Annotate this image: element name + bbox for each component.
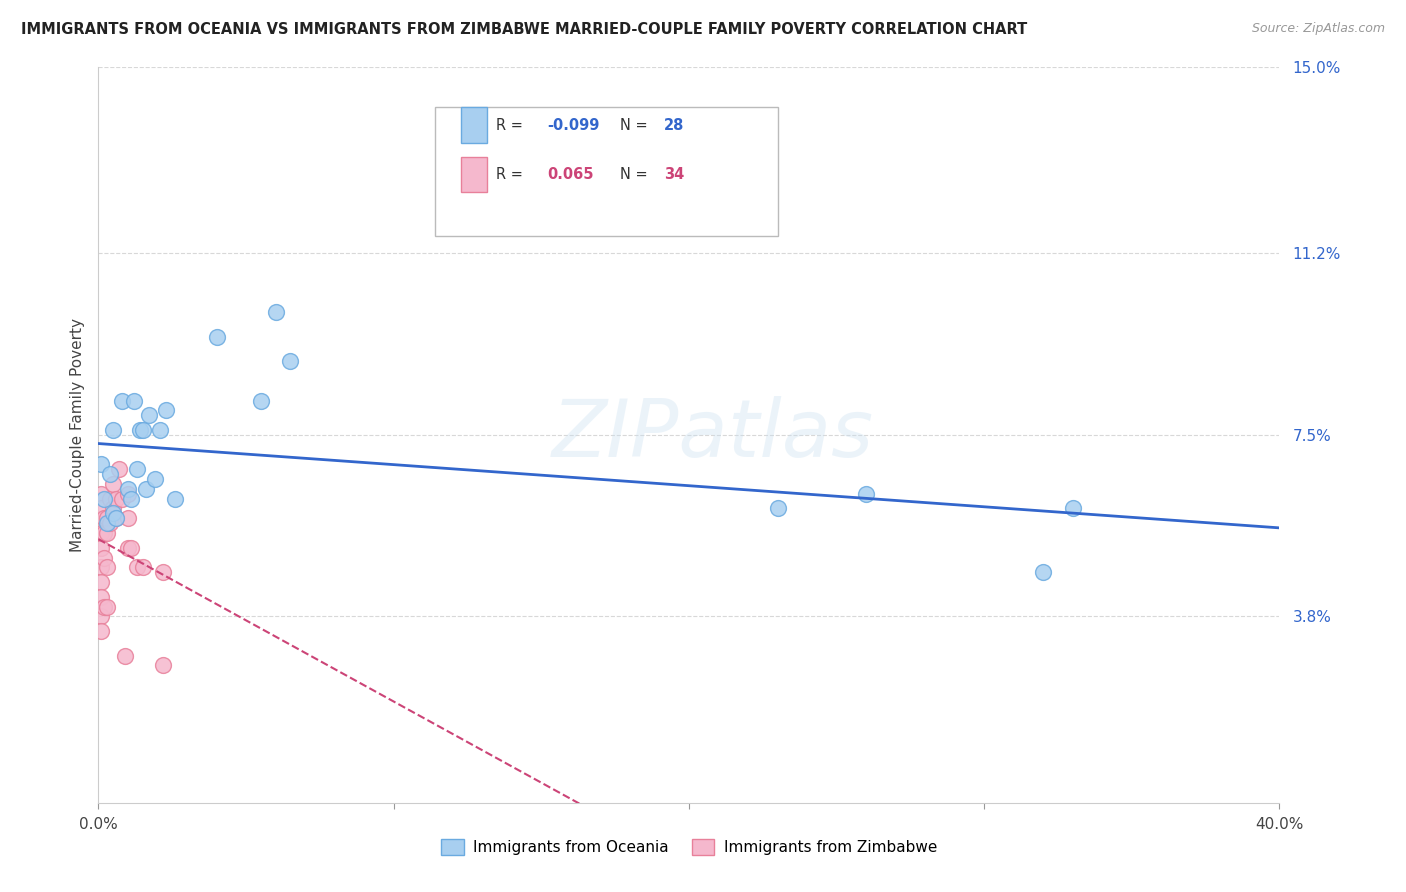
Point [105, 511, 128, 525]
Point [111, 393, 134, 408]
Point [96, 511, 118, 525]
Point [90, 624, 112, 639]
Text: -0.099: -0.099 [547, 118, 599, 133]
Text: 0.065: 0.065 [547, 167, 593, 182]
Point [120, 541, 142, 555]
Point [98, 467, 121, 482]
Point [205, 329, 228, 343]
Point [149, 423, 172, 437]
Point [90, 487, 112, 501]
Point [1062, 501, 1084, 516]
Bar [461, 157, 486, 192]
Point [855, 487, 877, 501]
Point [90, 541, 112, 555]
Point [96, 516, 118, 530]
Point [117, 541, 139, 555]
Point [90, 574, 112, 589]
Point [132, 560, 155, 574]
Point [264, 305, 287, 319]
Point [90, 590, 112, 604]
Text: IMMIGRANTS FROM OCEANIA VS IMMIGRANTS FROM ZIMBABWE MARRIED-COUPLE FAMILY POVERT: IMMIGRANTS FROM OCEANIA VS IMMIGRANTS FR… [21, 22, 1028, 37]
Point [165, 491, 187, 506]
Point [128, 423, 150, 437]
Point [152, 658, 174, 673]
Point [103, 506, 125, 520]
Point [250, 393, 273, 408]
Point [93, 525, 115, 540]
Point [96, 560, 118, 574]
Text: Source: ZipAtlas.com: Source: ZipAtlas.com [1251, 22, 1385, 36]
Point [96, 525, 118, 540]
Point [125, 462, 148, 476]
Point [117, 487, 139, 501]
Point [122, 393, 145, 408]
Point [114, 648, 136, 663]
Point [103, 423, 125, 437]
Point [98, 491, 121, 506]
Point [90, 457, 112, 471]
Text: N =: N = [620, 167, 652, 182]
Point [103, 476, 125, 491]
Point [1032, 566, 1054, 580]
Point [103, 501, 125, 516]
Point [125, 560, 148, 574]
Point [90, 525, 112, 540]
Point [105, 511, 128, 525]
Point [117, 482, 139, 496]
Point [111, 491, 134, 506]
Point [120, 491, 142, 506]
Point [108, 462, 131, 476]
Text: ZIPatlas: ZIPatlas [551, 396, 873, 474]
Point [135, 482, 157, 496]
Point [93, 550, 115, 565]
Point [152, 566, 174, 580]
Point [93, 511, 115, 525]
Point [105, 491, 128, 506]
Point [132, 423, 155, 437]
Point [766, 501, 789, 516]
Point [96, 599, 118, 614]
Point [117, 511, 139, 525]
Point [98, 516, 121, 530]
Point [280, 354, 302, 368]
Text: N =: N = [620, 118, 652, 133]
Point [93, 599, 115, 614]
Text: R =: R = [496, 167, 527, 182]
Text: R =: R = [496, 118, 527, 133]
Text: 28: 28 [664, 118, 685, 133]
Point [90, 560, 112, 574]
Point [138, 408, 160, 422]
Point [93, 491, 115, 506]
Legend: Immigrants from Oceania, Immigrants from Zimbabwe: Immigrants from Oceania, Immigrants from… [434, 833, 943, 862]
FancyBboxPatch shape [434, 107, 778, 236]
Text: 34: 34 [664, 167, 685, 182]
Point [90, 609, 112, 624]
Point [155, 403, 177, 417]
Point [90, 501, 112, 516]
Y-axis label: Married-Couple Family Poverty: Married-Couple Family Poverty [69, 318, 84, 552]
Bar [461, 107, 486, 143]
Point [143, 472, 166, 486]
